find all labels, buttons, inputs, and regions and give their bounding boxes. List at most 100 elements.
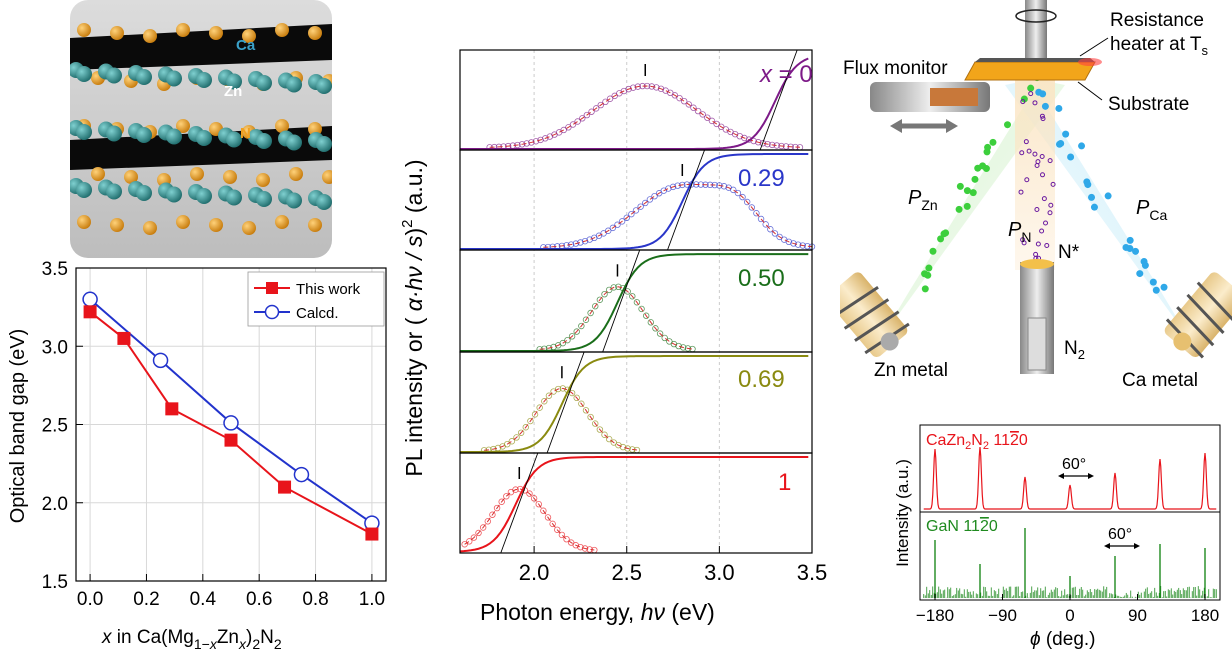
n-atom: [110, 26, 124, 40]
ca-particle: [1055, 104, 1063, 112]
xrd-xtick-label: −180: [916, 606, 954, 625]
pl-data-point: [578, 322, 585, 330]
pl-data-point: [680, 97, 688, 105]
pl-data-point: [569, 121, 577, 128]
bandgap-ytick-label: 2.0: [42, 494, 68, 515]
n-atom: [308, 218, 322, 232]
spectra-chart: 2.0 2.5 3.0 3.5 x = 0 0.29 0.50 0.69 1 PL i…: [400, 49, 827, 625]
ca-particle: [1090, 203, 1098, 211]
zn-particle: [955, 205, 963, 213]
pl-data-point: [531, 411, 539, 418]
pl-data-point: [676, 94, 683, 102]
ca-particle: [1160, 283, 1168, 291]
ca-atom: [106, 183, 122, 200]
pl-data-point: [560, 126, 567, 134]
pl-data-point: [609, 224, 617, 232]
pl-data-point: [708, 117, 716, 125]
this-work-point: [224, 433, 238, 447]
n-particle: [1040, 172, 1046, 178]
bandgap-xtick-label: 0.0: [77, 589, 103, 610]
ca-particle: [1122, 243, 1130, 251]
bandgap-xtick-label: 0.4: [190, 589, 217, 610]
pl-data-point: [564, 336, 571, 344]
pl-data-point: [651, 192, 658, 200]
pl-data-point: [759, 140, 767, 147]
pl-data-point: [776, 233, 783, 241]
pl-data-point: [750, 137, 757, 145]
pl-data-point: [606, 95, 614, 102]
pl-data-point: [554, 526, 561, 533]
pl-data-point: [573, 394, 580, 402]
n-particle: [1039, 154, 1045, 160]
mbe-schematic: Flux monitor Resistance heater at Ts Sub…: [840, 0, 1232, 391]
pl-data-point: [757, 215, 765, 223]
pl-data-point: [532, 138, 540, 145]
pl-data-point: [528, 139, 535, 146]
ca-atom: [136, 69, 152, 85]
pl-data-point: [741, 134, 748, 142]
calcd-point: [293, 466, 310, 483]
ca-atom: [316, 78, 332, 94]
pl-data-point: [577, 543, 584, 551]
p-zn-label: PZn: [908, 187, 938, 213]
heater-label-line1: Resistance: [1110, 10, 1204, 31]
ca-atom: [256, 75, 272, 91]
ca-particle: [1084, 181, 1092, 189]
calcd-line: [89, 298, 373, 524]
pl-data-point: [579, 115, 586, 122]
pl-data-point: [632, 207, 640, 214]
n-particle: [1039, 228, 1045, 234]
pl-data-point: [540, 507, 547, 514]
n-atom: [275, 23, 289, 37]
ca-particle: [1057, 139, 1065, 147]
pl-data-point: [588, 108, 595, 115]
pl-data-point: [614, 221, 621, 228]
n-particle: [1019, 150, 1025, 156]
pl-data-point: [573, 328, 580, 335]
pl-data-point: [748, 204, 755, 211]
calcd-point: [223, 415, 239, 431]
ca-particle: [1088, 193, 1096, 201]
pl-data-point: [574, 118, 581, 125]
ca-particle: [1062, 130, 1070, 138]
xrd-xtick-label: 180: [1191, 606, 1219, 625]
xrd-angle-top: 60°: [1062, 456, 1086, 473]
pl-data-point: [572, 240, 579, 247]
pl-data-point: [764, 140, 771, 148]
panel-label-0: x = 0: [759, 61, 813, 88]
ca-atom: [76, 66, 92, 82]
ca-atom: [196, 188, 212, 204]
n-particle: [1034, 162, 1040, 168]
pl-data-point: [625, 85, 632, 93]
pl-data-point: [699, 111, 706, 118]
pl-data-point: [624, 445, 631, 452]
n-particle: [1048, 202, 1054, 208]
pl-data-point: [484, 518, 491, 525]
pl-data-point: [602, 98, 609, 106]
pl-data-point: [513, 434, 520, 441]
this-work-point: [365, 527, 379, 541]
heater-label-line2: heater at Ts: [1110, 34, 1209, 58]
bandgap-xtick-label: 1.0: [359, 589, 385, 610]
xrd-top-curve: [923, 446, 1217, 510]
pl-data-point: [522, 424, 529, 431]
pl-data-point: [675, 342, 682, 350]
n-particle: [1041, 196, 1047, 202]
zn-particle: [1020, 95, 1028, 103]
pl-data-point: [583, 111, 591, 119]
ca-atom: [106, 67, 122, 84]
xrd-top-label: CaZn2N2 1120: [926, 432, 1028, 452]
n-particle: [1043, 220, 1049, 226]
n-particle: [1040, 116, 1046, 122]
ca-cell: [1164, 272, 1232, 359]
pl-data-point: [596, 426, 604, 433]
pl-data-point: [518, 141, 526, 148]
pl-data-point: [730, 186, 737, 194]
pl-data-point: [587, 309, 594, 317]
ca-atom: [316, 194, 332, 210]
pl-data-point: [592, 420, 599, 427]
pl-data-point: [629, 293, 636, 300]
ca-atom: [256, 191, 272, 207]
pl-data-point: [739, 193, 746, 201]
xrd-xtick-label: −90: [988, 606, 1017, 625]
